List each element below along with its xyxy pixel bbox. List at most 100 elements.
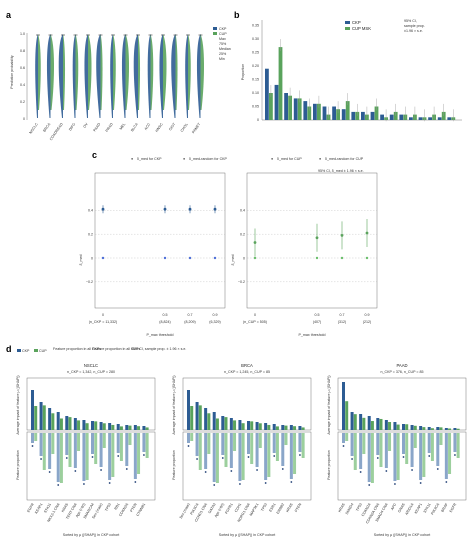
prop-cup [362,433,366,454]
panel-c-right-plot: −0.2 0 0.2 0.4 0 (n_CUP = 505) 0.5 (407) 0.7 (312… [238,209,377,324]
prop-ckp [65,433,69,455]
legend-25: 25% [219,52,227,56]
subpanel-counts: n_CKP = 1,342, n_CUP = 280 [67,370,115,374]
feature-label: KEAP1 [414,503,423,515]
legend-drand-ckp: δ_med-random for CKP [189,157,228,161]
prop-ckp [289,433,293,479]
prop-dot [351,458,353,460]
prop-dot [213,484,216,486]
bar-cup [278,47,283,120]
panel-b: b Proportion 0 0.05 0.10 0.15 0.20 0.25 0.30 0.… [234,10,462,122]
d-xlabel: Sorted by μ (|SHAP|) in CKP cohort [63,533,120,537]
prop-ckp [419,433,423,480]
prop-ckp [187,433,190,443]
legend-prop-ckp: Feature proportion in all CKPs [53,347,101,351]
prop-ckp [393,433,397,481]
violin-cup [163,34,167,110]
bar-ckp [39,402,43,430]
prop-ckp [116,433,120,453]
violin-ckp [72,34,76,118]
violin-cup [100,34,103,110]
bar-cup [413,425,417,430]
bar-ckp [342,382,345,430]
feature-label: EGFR [26,502,35,513]
prop-cup [42,433,46,470]
prop-dot [108,482,111,484]
violin-cup [88,34,92,110]
bar-cup [362,417,366,430]
bar-cup [393,111,398,120]
prop-cup [137,433,141,474]
bar-ckp [402,424,405,430]
violin-ckp [133,34,138,118]
bar-ckp [419,426,423,430]
xtick-label: ACC [144,122,152,131]
bar-cup [198,405,202,430]
prop-ckp [91,433,94,454]
bar-cup [250,421,254,430]
violin-cup [50,34,55,110]
prop-cup [439,433,443,445]
prop-ckp [376,433,380,455]
prop-dot [428,455,431,457]
ytick: 0 [257,118,259,122]
subpanel-counts: n_CKP = 376, n_CUP = 85 [380,370,423,374]
ytick: 1.0 [20,32,25,36]
bar-cup [345,101,350,120]
xtick-label: OV [83,122,90,129]
panel-c-left-plot: −0.2 0 0.2 0.4 0 (n_CKP = 11,332) 0.5 (8,824) 0.… [86,205,225,324]
feature-label: ESR1 [268,503,276,513]
feature-label: TP53 [104,503,112,512]
point-dmed [340,233,344,237]
bar-ckp [367,416,371,430]
prop-dot [196,458,198,460]
bar-cup [396,424,400,430]
bar-ckp [428,117,432,120]
prop-cup [68,433,72,467]
prop-ckp [221,433,225,455]
prop-dot [230,470,233,472]
feature-label: TP53 [260,503,268,512]
prop-cup [94,433,98,464]
panel-a-legend: CKP CUP Max 75% Median 25% Min [213,27,231,61]
prop-ckp [212,433,216,482]
xcount: (8,824) [159,320,170,324]
bar-ckp [125,425,129,430]
panel-b-yticks: 0 0.05 0.10 0.15 0.20 0.25 0.30 0.35 [252,24,259,122]
prop-dot [239,483,241,485]
prop-cup [293,433,297,474]
feature-label: PIK3CA [430,502,440,516]
bar-ckp [436,427,440,430]
prop-ckp [247,433,250,454]
prop-cup [233,433,237,451]
bar-ckp [384,420,388,430]
violin-ckp [96,34,101,118]
prop-ckp [48,433,52,469]
ytick: 0.20 [252,64,259,68]
d-bottom-ylabel: Feature proportion [172,450,176,480]
prop-cup [224,433,228,467]
prop-cup [102,433,106,448]
bar-ckp [303,101,308,120]
bar-cup [379,418,383,430]
prop-dot [83,483,85,485]
bar-cup [190,406,194,430]
prop-dot [342,445,345,447]
violin-ckp [46,34,51,118]
feature-label: KRAS [338,502,347,513]
panel-a-letter: a [6,10,12,20]
feature-label: GNAS [397,502,406,513]
frame-bottom [337,431,467,501]
bar-ckp [289,425,293,430]
prop-dot [290,481,293,483]
xcount: (212) [363,320,371,324]
prop-dot [74,470,77,472]
violin-cup [75,34,79,110]
ytick: 0.6 [20,66,25,70]
bar-ckp [284,93,288,120]
bar-cup [448,428,452,430]
legend-dot: ● [131,157,133,161]
point-random [253,256,257,260]
